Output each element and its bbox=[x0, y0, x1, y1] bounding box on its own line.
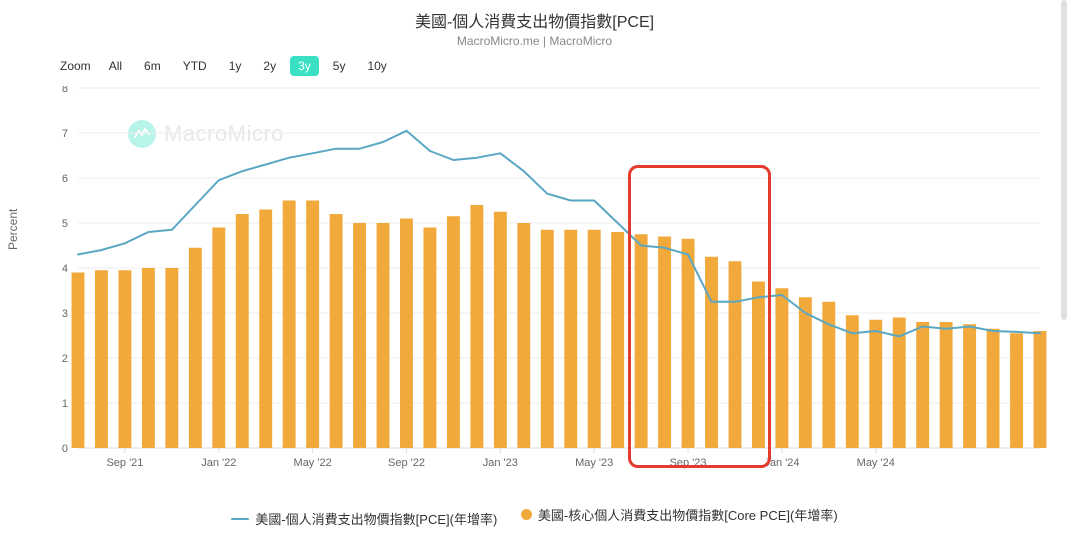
chart-svg: 0 1 2 3 4 5 6 7 8 Sep '21 Jan '22 May '22 Sep '22 Jan… bbox=[30, 86, 1050, 486]
svg-text:1: 1 bbox=[62, 398, 68, 410]
y-axis-title: Percent bbox=[6, 209, 20, 250]
bar[interactable] bbox=[564, 230, 577, 448]
bar[interactable] bbox=[212, 228, 225, 449]
svg-text:Jan '24: Jan '24 bbox=[764, 457, 799, 469]
bar[interactable] bbox=[259, 210, 272, 449]
legend-item-bar: 美國-核心個人消費支出物價指數[Core PCE](年增率) bbox=[521, 505, 838, 524]
bar[interactable] bbox=[940, 322, 953, 448]
svg-text:May '24: May '24 bbox=[857, 457, 895, 469]
zoom-button-all[interactable]: All bbox=[101, 56, 130, 76]
svg-text:Sep '21: Sep '21 bbox=[106, 457, 143, 469]
page-scrollbar[interactable] bbox=[1061, 0, 1067, 320]
title-block: 美國-個人消費支出物價指數[PCE] MacroMicro.me | Macro… bbox=[0, 0, 1069, 48]
chart-title: 美國-個人消費支出物價指數[PCE] bbox=[0, 8, 1069, 32]
bar[interactable] bbox=[165, 268, 178, 448]
zoom-toolbar: Zoom All 6m YTD 1y2y 3y 5y10y bbox=[60, 56, 395, 76]
zoom-button-ytd[interactable]: YTD bbox=[175, 56, 215, 76]
svg-text:6: 6 bbox=[62, 173, 68, 185]
bar[interactable] bbox=[1010, 333, 1023, 448]
bar[interactable] bbox=[72, 273, 85, 449]
bar[interactable] bbox=[494, 212, 507, 448]
zoom-button-3y[interactable]: 3y bbox=[290, 56, 319, 76]
bar[interactable] bbox=[541, 230, 554, 448]
bar[interactable] bbox=[236, 214, 249, 448]
legend-bar-swatch bbox=[521, 509, 532, 520]
bar[interactable] bbox=[752, 282, 765, 449]
bar[interactable] bbox=[635, 234, 648, 448]
bar[interactable] bbox=[799, 297, 812, 448]
svg-text:8: 8 bbox=[62, 86, 68, 95]
legend-line-label: 美國-個人消費支出物價指數[PCE](年增率) bbox=[255, 509, 497, 528]
bar[interactable] bbox=[517, 223, 530, 448]
svg-text:7: 7 bbox=[62, 128, 68, 140]
bar[interactable] bbox=[963, 324, 976, 448]
chart-subtitle: MacroMicro.me | MacroMicro bbox=[0, 34, 1069, 48]
svg-text:0: 0 bbox=[62, 443, 68, 455]
bar[interactable] bbox=[658, 237, 671, 449]
bar[interactable] bbox=[400, 219, 413, 449]
svg-text:2: 2 bbox=[62, 353, 68, 365]
bar[interactable] bbox=[775, 288, 788, 448]
svg-text:Sep '23: Sep '23 bbox=[670, 457, 707, 469]
legend: 美國-個人消費支出物價指數[PCE](年增率) 美國-核心個人消費支出物價指數[… bbox=[0, 505, 1069, 529]
bar[interactable] bbox=[189, 248, 202, 448]
svg-text:3: 3 bbox=[62, 308, 68, 320]
bar[interactable] bbox=[869, 320, 882, 448]
bar[interactable] bbox=[987, 329, 1000, 448]
bar[interactable] bbox=[377, 223, 390, 448]
bar[interactable] bbox=[353, 223, 366, 448]
bar[interactable] bbox=[682, 239, 695, 448]
svg-text:Jan '22: Jan '22 bbox=[201, 457, 236, 469]
chart-area: 0 1 2 3 4 5 6 7 8 Sep '21 Jan '22 May '22 Sep '22 Jan… bbox=[30, 86, 1050, 486]
bar[interactable] bbox=[330, 214, 343, 448]
bar[interactable] bbox=[95, 270, 108, 448]
zoom-label: Zoom bbox=[60, 59, 91, 73]
bar[interactable] bbox=[705, 257, 718, 448]
zoom-button-2y[interactable]: 2y bbox=[255, 56, 284, 76]
svg-text:5: 5 bbox=[62, 218, 68, 230]
zoom-button-1y[interactable]: 1y bbox=[221, 56, 250, 76]
bar[interactable] bbox=[283, 201, 296, 449]
bar[interactable] bbox=[1034, 331, 1047, 448]
bar[interactable] bbox=[916, 322, 929, 448]
zoom-button-6m[interactable]: 6m bbox=[136, 56, 169, 76]
bar[interactable] bbox=[447, 216, 460, 448]
legend-bar-label: 美國-核心個人消費支出物價指數[Core PCE](年增率) bbox=[538, 505, 838, 524]
bar[interactable] bbox=[118, 270, 131, 448]
legend-item-line: 美國-個人消費支出物價指數[PCE](年增率) bbox=[231, 509, 497, 528]
svg-text:Sep '22: Sep '22 bbox=[388, 457, 425, 469]
zoom-button-10y[interactable]: 10y bbox=[359, 56, 394, 76]
svg-text:May '22: May '22 bbox=[294, 457, 332, 469]
bar[interactable] bbox=[306, 201, 319, 449]
legend-line-swatch bbox=[231, 518, 249, 520]
bar[interactable] bbox=[423, 228, 436, 449]
svg-text:Jan '23: Jan '23 bbox=[483, 457, 518, 469]
bar[interactable] bbox=[142, 268, 155, 448]
bar[interactable] bbox=[846, 315, 859, 448]
bar[interactable] bbox=[588, 230, 601, 448]
bar[interactable] bbox=[611, 232, 624, 448]
bar[interactable] bbox=[470, 205, 483, 448]
zoom-button-5y[interactable]: 5y bbox=[325, 56, 354, 76]
svg-text:4: 4 bbox=[62, 263, 68, 275]
svg-text:May '23: May '23 bbox=[575, 457, 613, 469]
bar[interactable] bbox=[729, 261, 742, 448]
